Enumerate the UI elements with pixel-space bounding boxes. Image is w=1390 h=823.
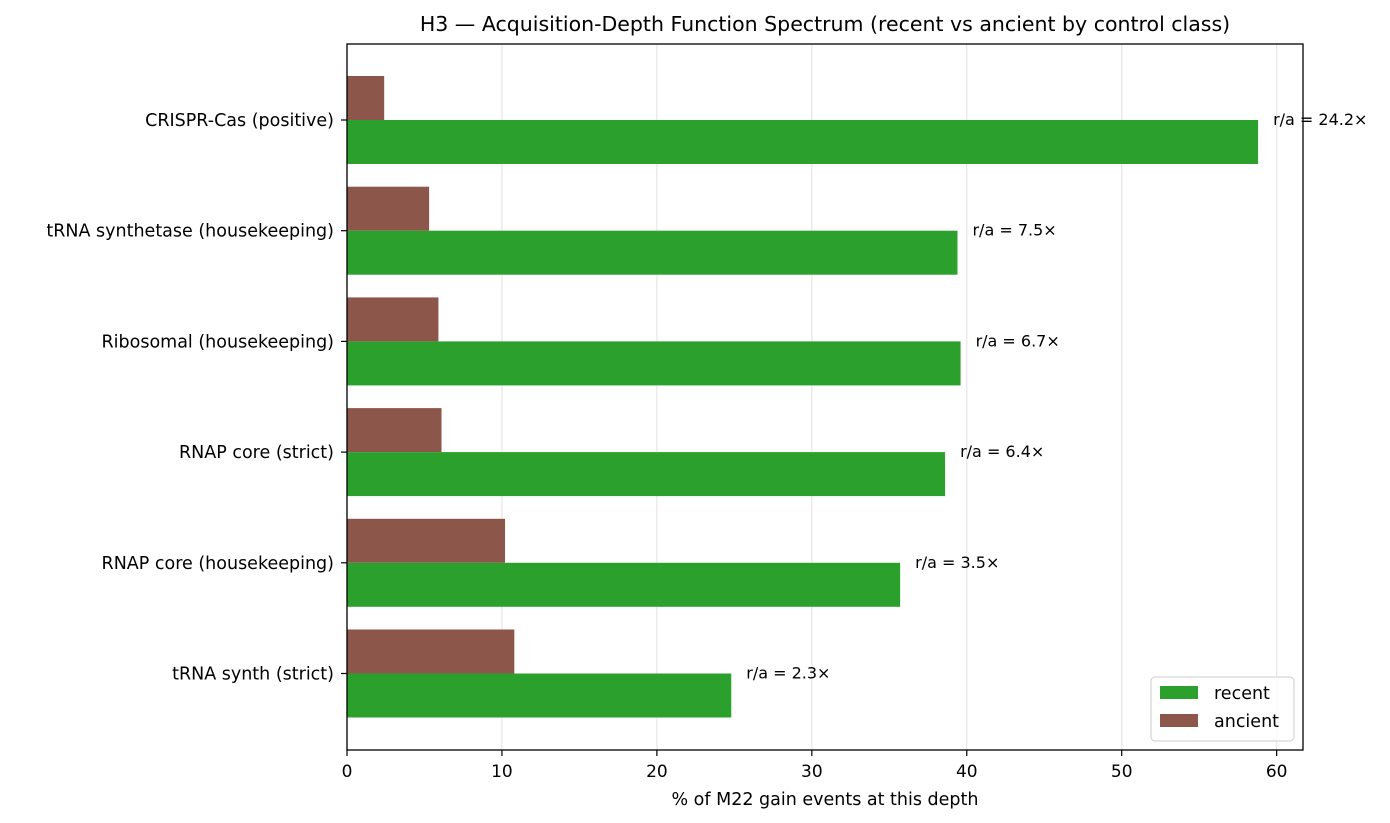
x-tick-label: 10	[491, 762, 513, 782]
category-label: tRNA synthetase (housekeeping)	[46, 222, 334, 242]
bar-recent	[347, 341, 961, 386]
legend-label-ancient: ancient	[1214, 712, 1279, 732]
category-label: RNAP core (housekeeping)	[102, 554, 334, 574]
bar-ancient	[347, 186, 430, 231]
bar-ancient	[347, 518, 506, 563]
plot-frame	[346, 43, 1304, 751]
ratio-annotation: r/a = 6.7×	[976, 331, 1060, 350]
y-axis-ticks: CRISPR-Cas (positive) tRNA synthetase (ho…	[46, 111, 347, 685]
category-label: CRISPR-Cas (positive)	[145, 111, 334, 131]
bar-recent	[347, 120, 1259, 164]
bar-recent	[347, 452, 946, 497]
category-label: RNAP core (strict)	[179, 443, 334, 463]
ratio-annotation: r/a = 3.5×	[915, 553, 999, 572]
x-tick-label: 40	[956, 762, 978, 782]
ratio-annotation: r/a = 2.3×	[746, 664, 830, 683]
bar-ancient	[347, 297, 439, 342]
bars	[347, 76, 1259, 718]
category-label: tRNA synth (strict)	[172, 665, 334, 685]
chart-title: H3 — Acquisition-Depth Function Spectrum…	[420, 12, 1230, 36]
x-tick-label: 50	[1111, 762, 1133, 782]
x-tick-label: 20	[646, 762, 668, 782]
bar-ancient	[347, 76, 385, 120]
x-tick-label: 0	[342, 762, 353, 782]
bar-ancient	[347, 629, 515, 674]
x-axis-ticks: 0 10 20 30 40 50 60	[342, 750, 1288, 782]
x-tick-label: 30	[801, 762, 823, 782]
ratio-annotation: r/a = 24.2×	[1273, 110, 1367, 129]
legend-swatch-ancient	[1160, 714, 1198, 727]
x-tick-label: 60	[1266, 762, 1288, 782]
ratio-annotations: r/a = 24.2× r/a = 7.5× r/a = 6.7× r/a = 6.4…	[746, 110, 1367, 683]
ratio-annotation: r/a = 6.4×	[960, 442, 1044, 461]
legend-label-recent: recent	[1214, 684, 1270, 704]
category-label: Ribosomal (housekeeping)	[102, 332, 335, 352]
legend: recent ancient	[1150, 676, 1295, 742]
x-axis-label: % of M22 gain events at this depth	[671, 790, 978, 810]
legend-swatch-recent	[1160, 686, 1198, 699]
bar-recent	[347, 673, 732, 718]
ratio-annotation: r/a = 7.5×	[972, 221, 1056, 240]
bar-ancient	[347, 408, 442, 453]
bar-recent	[347, 230, 958, 275]
bar-recent	[347, 562, 901, 607]
